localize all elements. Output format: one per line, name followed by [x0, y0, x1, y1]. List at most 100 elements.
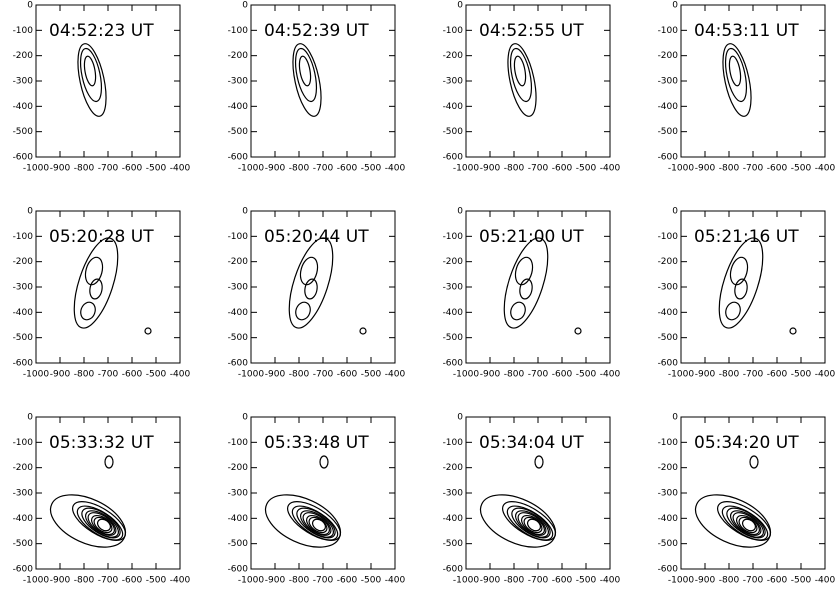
y-tick-label: -600 [443, 153, 464, 163]
y-tick-label: -600 [228, 153, 249, 163]
contour [81, 507, 121, 539]
contour [319, 455, 329, 469]
contour [84, 256, 104, 286]
x-tick-label: -1000 [668, 576, 694, 586]
x-tick-label: -1000 [23, 164, 49, 174]
y-tick-label: -400 [13, 514, 34, 524]
x-tick-label: -400 [600, 576, 621, 586]
contour [294, 47, 318, 103]
y-tick-label: -500 [13, 333, 34, 343]
contour [534, 455, 544, 469]
y-tick-label: -600 [228, 565, 249, 575]
y-tick-label: -500 [658, 539, 679, 549]
panel-title: 04:52:23 UT [49, 21, 154, 41]
x-tick-label: -900 [480, 164, 501, 174]
y-tick-label: -400 [13, 102, 34, 112]
panel-title: 04:52:39 UT [264, 21, 369, 41]
y-tick-label: -600 [443, 359, 464, 369]
contour [295, 301, 311, 321]
contour [299, 256, 319, 286]
contour [722, 43, 752, 117]
x-tick-label: -700 [528, 164, 549, 174]
contour [83, 55, 97, 87]
x-tick-label: -800 [74, 370, 95, 380]
y-tick-label: -600 [13, 565, 34, 575]
contour [89, 278, 103, 300]
contour [718, 237, 764, 329]
y-tick-label: -300 [443, 489, 464, 499]
x-tick-label: -800 [289, 164, 310, 174]
contour [292, 43, 322, 117]
contour [311, 518, 327, 532]
y-tick-label: -100 [228, 232, 249, 242]
y-tick-label: -200 [443, 51, 464, 61]
contour [521, 514, 545, 536]
panel: 05:21:00 UT-1000 -900 -800 -700 -600 -500 -400… [443, 207, 621, 380]
x-tick-label: -700 [528, 370, 549, 380]
panel-title: 05:34:04 UT [479, 433, 584, 453]
contour [728, 55, 742, 87]
x-tick-label: -800 [74, 164, 95, 174]
contour [507, 43, 537, 117]
x-tick-label: -900 [695, 164, 716, 174]
y-tick-label: -100 [443, 232, 464, 242]
x-tick-label: -600 [767, 576, 788, 586]
panel-title: 05:33:48 UT [264, 433, 369, 453]
y-tick-label: 0 [672, 1, 678, 11]
contour [729, 256, 749, 286]
x-tick-label: -1000 [23, 576, 49, 586]
y-tick-label: -300 [228, 489, 249, 499]
panel: 04:52:55 UT-1000 -900 -800 -700 -600 -500 -400… [443, 1, 621, 174]
contour [749, 455, 759, 469]
contour [724, 47, 748, 103]
y-tick-label: -600 [658, 359, 679, 369]
y-tick-label: -100 [13, 26, 34, 36]
contour [725, 301, 741, 321]
y-tick-label: 0 [242, 207, 248, 217]
y-tick-label: -400 [228, 514, 249, 524]
x-tick-label: -400 [170, 576, 191, 586]
x-tick-label: -600 [122, 164, 143, 174]
contour [517, 512, 547, 536]
x-tick-label: -400 [815, 576, 836, 586]
x-tick-label: -700 [98, 164, 119, 174]
y-tick-label: -300 [443, 283, 464, 293]
x-tick-label: -1000 [668, 164, 694, 174]
x-tick-label: -800 [74, 576, 95, 586]
panel: 05:20:28 UT-1000 -900 -800 -700 -600 -500 -400… [13, 207, 191, 380]
panel: 05:34:20 UT-1000 -900 -800 -700 -600 -500 -400… [658, 413, 836, 586]
panel: 04:53:11 UT-1000 -900 -800 -700 -600 -500 -400… [658, 1, 836, 174]
x-tick-label: -900 [480, 370, 501, 380]
x-tick-label: -700 [313, 370, 334, 380]
x-tick-label: -500 [791, 370, 812, 380]
y-tick-label: -500 [443, 127, 464, 137]
contour [789, 327, 797, 335]
x-tick-label: -600 [337, 576, 358, 586]
x-tick-label: -500 [576, 370, 597, 380]
contour [359, 327, 367, 335]
contour [732, 512, 762, 536]
y-tick-label: -400 [443, 514, 464, 524]
x-tick-label: -900 [50, 370, 71, 380]
y-tick-label: -400 [443, 308, 464, 318]
y-tick-label: -300 [443, 77, 464, 87]
x-tick-label: -1000 [238, 576, 264, 586]
contour [144, 327, 152, 335]
x-tick-label: -900 [265, 370, 286, 380]
panel: 04:52:23 UT-1000 -900 -800 -700 -600 -500 -400… [13, 1, 191, 174]
y-tick-label: -500 [658, 127, 679, 137]
y-tick-label: -600 [13, 359, 34, 369]
x-tick-label: -500 [576, 164, 597, 174]
y-tick-label: 0 [457, 413, 463, 423]
y-tick-label: 0 [242, 1, 248, 11]
contour [87, 512, 117, 536]
y-tick-label: -200 [13, 257, 34, 267]
contour [72, 501, 126, 541]
contour [302, 512, 332, 536]
y-tick-label: -300 [228, 77, 249, 87]
y-tick-label: -100 [228, 438, 249, 448]
y-tick-label: -200 [228, 51, 249, 61]
x-tick-label: -600 [337, 370, 358, 380]
x-tick-label: -700 [313, 576, 334, 586]
y-tick-label: -100 [13, 232, 34, 242]
